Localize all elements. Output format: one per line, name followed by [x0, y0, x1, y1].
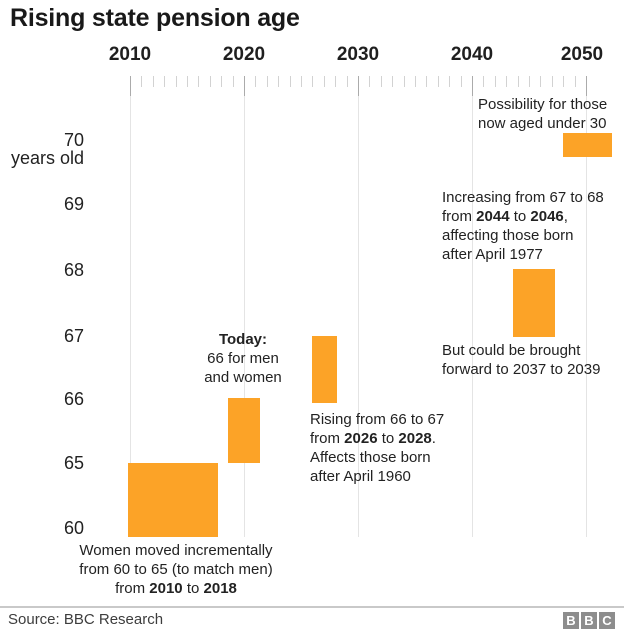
bbc-logo-block-c: C: [599, 612, 615, 629]
decade-tick: [472, 76, 473, 96]
year-tick: [233, 76, 234, 87]
year-tick: [267, 76, 268, 87]
decade-gridline: [472, 76, 473, 537]
year-tick: [312, 76, 313, 87]
y-axis-unit-label: years old: [10, 148, 84, 168]
year-tick: [506, 76, 507, 87]
year-tick: [426, 76, 427, 87]
decade-gridline: [358, 76, 359, 537]
year-tick: [415, 76, 416, 87]
year-tick: [347, 76, 348, 87]
year-tick: [369, 76, 370, 87]
bbc-logo-block-b2: B: [581, 612, 597, 629]
x-axis-label-2030: 2030: [336, 44, 380, 65]
year-tick: [290, 76, 291, 87]
year-tick: [221, 76, 222, 87]
pension-age-bar: [228, 398, 260, 463]
y-axis-label-67: 67: [63, 326, 84, 346]
year-tick: [301, 76, 302, 87]
source-credit: Source: BBC Research: [8, 611, 164, 628]
year-tick: [392, 76, 393, 87]
year-tick: [381, 76, 382, 87]
y-axis-label-65: 65: [63, 453, 84, 473]
x-axis-label-2010: 2010: [108, 44, 152, 65]
year-tick: [563, 76, 564, 87]
decade-gridline: [586, 76, 587, 537]
pension-age-bar: [128, 463, 218, 537]
year-tick: [552, 76, 553, 87]
annotation-women-60-to-65: Women moved incrementally from 60 to 65 …: [79, 542, 273, 597]
year-tick: [449, 76, 450, 87]
year-tick: [495, 76, 496, 87]
pension-age-bar: [312, 336, 337, 403]
decade-tick: [586, 76, 587, 96]
annotation-rising-66-to-67: Rising from 66 to 67 from 2026 to 2028. …: [310, 411, 445, 485]
year-tick: [518, 76, 519, 87]
year-tick: [198, 76, 199, 87]
x-axis-label-2040: 2040: [450, 44, 494, 65]
year-tick: [483, 76, 484, 87]
bbc-logo-block-b1: B: [563, 612, 579, 629]
year-tick: [278, 76, 279, 87]
annotation-today-66: Today: 66 for men and women: [204, 331, 282, 386]
year-tick: [176, 76, 177, 87]
decade-tick: [130, 76, 131, 96]
year-tick: [164, 76, 165, 87]
footer-divider: [0, 606, 624, 608]
pension-age-bar: [513, 269, 555, 337]
annotation-possibility-under-30: Possibility for those now aged under 30: [478, 96, 608, 132]
year-tick: [540, 76, 541, 87]
year-tick: [324, 76, 325, 87]
year-tick: [210, 76, 211, 87]
x-axis-label-2050: 2050: [560, 44, 604, 65]
x-axis-label-2020: 2020: [222, 44, 266, 65]
year-tick: [141, 76, 142, 87]
year-tick: [153, 76, 154, 87]
chart-title: Rising state pension age: [10, 4, 300, 32]
year-tick: [255, 76, 256, 87]
y-axis-label-68: 68: [63, 260, 84, 280]
y-axis-label-60: 60: [63, 518, 84, 538]
year-tick: [404, 76, 405, 87]
y-axis-label-70: 70: [63, 130, 84, 150]
year-tick: [438, 76, 439, 87]
y-axis-label-66: 66: [63, 389, 84, 409]
year-tick: [529, 76, 530, 87]
decade-gridline: [244, 76, 245, 537]
decade-tick: [358, 76, 359, 96]
decade-gridline: [130, 76, 131, 537]
y-axis-label-69: 69: [63, 194, 84, 214]
pension-age-bar: [563, 133, 612, 157]
bbc-logo: B B C: [563, 612, 615, 629]
year-tick: [575, 76, 576, 87]
decade-tick: [244, 76, 245, 96]
year-tick: [461, 76, 462, 87]
year-tick: [335, 76, 336, 87]
year-tick: [187, 76, 188, 87]
annotation-increasing-67-to-68: Increasing from 67 to 68 from 2044 to 20…: [442, 189, 604, 263]
annotation-brought-forward: But could be brought forward to 2037 to …: [442, 342, 601, 378]
